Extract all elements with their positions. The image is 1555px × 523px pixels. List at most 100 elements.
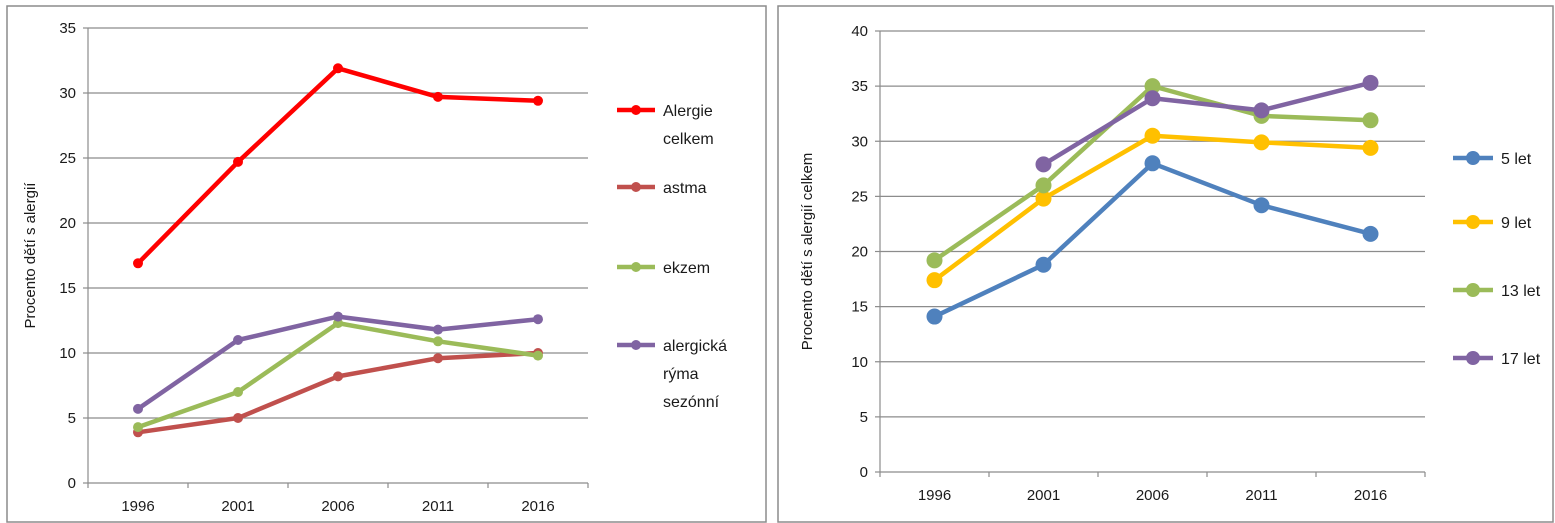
legend-label-line: astma <box>663 180 707 197</box>
legend-marker <box>631 182 641 192</box>
legend-label-line: 9 let <box>1501 215 1532 232</box>
data-point <box>533 314 543 325</box>
data-point <box>926 308 943 325</box>
left-chart-border <box>6 5 767 523</box>
data-point <box>133 422 143 433</box>
data-point <box>1362 112 1379 129</box>
y-tick-label: 15 <box>851 299 868 316</box>
allergy-by-age-chart: 0 5 10 15 20 25 30 35 40 1996 2001 2006 2011 2016 Proc… <box>799 23 1541 504</box>
y-tick-label: 5 <box>860 409 868 426</box>
data-point <box>333 63 343 74</box>
y-axis-title: Procento dětí s alergií celkem <box>799 153 816 351</box>
y-tick-label: 25 <box>59 150 76 167</box>
legend-marker <box>1466 215 1480 229</box>
x-tick-label: 2011 <box>422 498 454 515</box>
data-point <box>1035 190 1052 207</box>
legend-label: 17 let <box>1501 351 1541 368</box>
legend-marker <box>631 340 641 350</box>
data-point <box>133 258 143 269</box>
legend-label: ekzem <box>663 260 710 277</box>
data-point <box>1035 256 1052 273</box>
legend-label-line: celkem <box>663 131 714 148</box>
legend-label-line: ekzem <box>663 260 710 277</box>
y-tick-label: 10 <box>59 345 76 362</box>
data-point <box>1144 127 1161 144</box>
y-tick-label: 20 <box>59 215 76 232</box>
data-point <box>233 335 243 345</box>
legend-label-line: 5 let <box>1501 151 1532 168</box>
data-point <box>1144 155 1161 172</box>
y-tick-label: 0 <box>860 464 868 481</box>
x-tick-label: 2001 <box>1027 487 1060 504</box>
data-point <box>1362 225 1379 242</box>
legend-label: 5 let <box>1501 151 1532 168</box>
data-point <box>1035 177 1052 194</box>
data-point <box>433 91 443 102</box>
y-tick-label: 25 <box>851 188 868 205</box>
data-point <box>233 413 243 423</box>
y-tick-label: 10 <box>851 354 868 371</box>
data-point <box>1144 78 1161 95</box>
data-point <box>333 371 343 382</box>
data-point <box>1362 74 1379 91</box>
legend-label-line: rýma <box>663 366 699 383</box>
y-tick-label: 30 <box>59 85 76 102</box>
legend-marker <box>631 105 641 115</box>
legend-label: Alergie celkem <box>663 103 714 148</box>
legend-label-line: sezónní <box>663 394 720 411</box>
x-tick-label: 1996 <box>918 487 951 504</box>
x-tick-label: 2001 <box>221 498 254 515</box>
x-tick-label: 1996 <box>121 498 154 515</box>
data-point <box>1035 156 1052 173</box>
y-tick-label: 0 <box>68 475 76 492</box>
data-point <box>533 350 543 361</box>
legend-label-line: Alergie <box>663 103 713 120</box>
series-line <box>135 314 541 412</box>
data-point <box>433 336 443 347</box>
data-point <box>1253 197 1270 214</box>
data-point <box>133 403 143 414</box>
y-tick-label: 40 <box>851 23 868 40</box>
data-point <box>926 272 943 289</box>
x-tick-label: 2006 <box>1136 487 1169 504</box>
legend-marker <box>1466 283 1480 297</box>
y-tick-label: 15 <box>59 280 76 297</box>
series-line <box>1041 80 1373 167</box>
data-point <box>1362 139 1379 156</box>
series-line <box>932 83 1373 263</box>
data-point <box>926 252 943 269</box>
y-tick-label: 35 <box>851 78 868 95</box>
legend-label: astma <box>663 180 707 197</box>
legend-label-line: alergická <box>663 338 727 355</box>
allergy-types-chart: 0 5 10 15 20 25 30 35 1996 2001 2006 2011 2016 Procen… <box>22 20 727 515</box>
legend-marker <box>631 262 641 272</box>
x-tick-label: 2016 <box>521 498 554 515</box>
legend-label-line: 17 let <box>1501 351 1541 368</box>
data-point <box>1144 90 1161 107</box>
legend-marker <box>1466 151 1480 165</box>
series-line <box>135 66 541 266</box>
data-point <box>233 156 243 167</box>
y-tick-label: 35 <box>59 20 76 37</box>
y-tick-label: 5 <box>68 410 76 427</box>
x-tick-label: 2006 <box>321 498 354 515</box>
legend-label-line: 13 let <box>1501 283 1541 300</box>
data-point <box>1253 102 1270 119</box>
legend-label: 9 let <box>1501 215 1532 232</box>
data-point <box>233 387 243 397</box>
data-point <box>1253 134 1270 151</box>
right-chart-border <box>777 5 1554 523</box>
data-point <box>533 95 543 106</box>
y-tick-label: 30 <box>851 133 868 150</box>
legend-label: 13 let <box>1501 283 1541 300</box>
data-point <box>433 353 443 364</box>
data-point <box>433 324 443 335</box>
x-tick-label: 2016 <box>1354 487 1387 504</box>
data-point <box>333 311 343 322</box>
x-tick-label: 2011 <box>1245 487 1277 504</box>
series-line <box>932 161 1373 319</box>
legend-marker <box>1466 351 1480 365</box>
legend-label: alergická rýma sezónní <box>663 338 727 411</box>
